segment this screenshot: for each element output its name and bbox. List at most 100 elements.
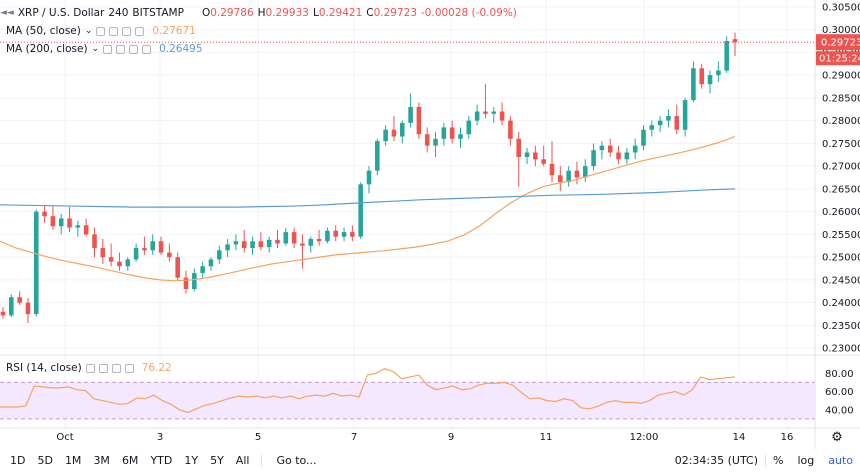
candle	[408, 93, 413, 128]
close-value: 0.29723	[373, 7, 418, 19]
settings-icon[interactable]	[98, 363, 108, 373]
goto-button[interactable]: Go to...	[276, 454, 317, 467]
price-tick-label: 0.23000	[822, 344, 860, 355]
ma50-line	[0, 135, 736, 282]
candle	[358, 182, 363, 239]
candle-body	[167, 252, 172, 258]
candle	[308, 236, 314, 253]
ma200-value: 0.26495	[159, 43, 203, 55]
candle-body	[474, 111, 480, 121]
chart-canvas[interactable]: 0.305000.300000.295000.290000.285000.280…	[0, 0, 860, 449]
candle-body	[0, 311, 6, 316]
candle-body	[83, 225, 89, 235]
timeframe-ytd[interactable]: YTD	[150, 454, 173, 467]
timeframe-5d[interactable]: 5D	[37, 454, 53, 467]
candle-body	[433, 138, 438, 146]
close-icon[interactable]	[122, 26, 132, 36]
chevron-down-icon[interactable]: ⌄	[84, 26, 93, 36]
candle-body	[308, 238, 314, 246]
candle	[616, 145, 621, 164]
chevron-down-icon[interactable]: ⌄	[91, 44, 100, 54]
ma50-legend[interactable]: MA (50, close) ⌄ 0.27671	[0, 22, 200, 40]
open-value: 0.29786	[210, 7, 254, 19]
timeframe-1y[interactable]: 1Y	[184, 454, 199, 467]
price-tick-label: 0.25500	[822, 230, 860, 241]
symbol-exchange: BITSTAMP	[132, 7, 184, 19]
auto-toggle[interactable]: auto	[828, 454, 853, 467]
more-icon[interactable]	[135, 26, 145, 36]
timeframe-3m[interactable]: 3M	[93, 454, 110, 467]
candle-body	[358, 184, 363, 237]
collapse-icon[interactable]: ◄◄	[0, 8, 14, 18]
settings-icon[interactable]	[109, 26, 119, 36]
candle-body	[566, 170, 571, 183]
candle	[117, 252, 122, 271]
eye-icon[interactable]	[96, 26, 106, 36]
candle-body	[657, 120, 663, 126]
candle	[58, 213, 64, 235]
candle-body	[533, 152, 538, 160]
close-icon[interactable]	[129, 44, 139, 54]
candle	[158, 236, 164, 255]
candle	[449, 120, 455, 144]
last-price-label: 0.29723	[821, 38, 860, 49]
settings-icon[interactable]	[116, 44, 126, 54]
candle-body	[449, 127, 455, 139]
candle-body	[266, 239, 272, 248]
gear-icon[interactable]: ⚙	[831, 430, 843, 445]
eye-icon[interactable]	[103, 44, 113, 54]
candle	[283, 227, 289, 246]
eye-icon[interactable]	[85, 363, 95, 373]
candle	[641, 125, 646, 151]
symbol-legend[interactable]: ◄◄ XRP / U.S. Dollar 240 BITSTAMP O 0.297…	[0, 4, 521, 22]
ma50-value: 0.27671	[152, 25, 196, 37]
candle	[108, 243, 114, 267]
percent-toggle[interactable]: %	[773, 454, 784, 467]
candle-body	[275, 239, 280, 244]
clock-readout[interactable]: 02:34:35 (UTC)	[674, 454, 758, 467]
candle-body	[92, 234, 97, 249]
candle-body	[50, 216, 56, 227]
rsi-legend[interactable]: RSI (14, close) 76.22	[0, 359, 176, 377]
candle	[167, 243, 172, 262]
rsi-value: 76.22	[141, 362, 172, 374]
candle-body	[591, 150, 596, 167]
more-icon[interactable]	[142, 44, 152, 54]
candle-body	[508, 120, 513, 139]
candle-body	[416, 106, 422, 135]
candle	[541, 145, 546, 167]
change-value: -0.00028 (-0.09%)	[421, 7, 517, 19]
candle	[691, 61, 696, 103]
candle	[707, 70, 713, 94]
low-label: L	[312, 7, 319, 19]
candle	[142, 236, 147, 255]
candle-body	[466, 120, 472, 135]
symbol-interval: 240	[108, 7, 129, 19]
ma200-legend[interactable]: MA (200, close) ⌄ 0.26495	[0, 40, 207, 58]
candle	[499, 102, 505, 126]
high-value: 0.29933	[265, 7, 309, 19]
candle-body	[9, 297, 14, 316]
candle	[183, 270, 189, 294]
candle-body	[616, 152, 621, 160]
time-tick-label: 7	[351, 432, 357, 443]
candle-body	[541, 159, 546, 164]
log-toggle[interactable]: log	[797, 454, 815, 467]
price-tick-label: 0.24000	[822, 298, 860, 309]
time-tick-label: 11	[540, 432, 553, 443]
candle-body	[291, 232, 297, 244]
more-icon[interactable]	[124, 363, 134, 373]
close-icon[interactable]	[111, 363, 121, 373]
open-label: O	[201, 7, 211, 19]
timeframe-1d[interactable]: 1D	[10, 454, 26, 467]
timeframe-all[interactable]: All	[235, 454, 250, 467]
ma50-label: MA (50, close)	[6, 25, 81, 37]
candle-body	[316, 238, 322, 242]
candle-body	[341, 232, 347, 237]
candle	[208, 257, 214, 271]
timeframe-5y[interactable]: 5Y	[210, 454, 224, 467]
timeframe-1m[interactable]: 1M	[64, 454, 82, 467]
last-price-badge	[816, 34, 860, 51]
candle-body	[424, 134, 430, 146]
timeframe-6m[interactable]: 6M	[121, 454, 139, 467]
